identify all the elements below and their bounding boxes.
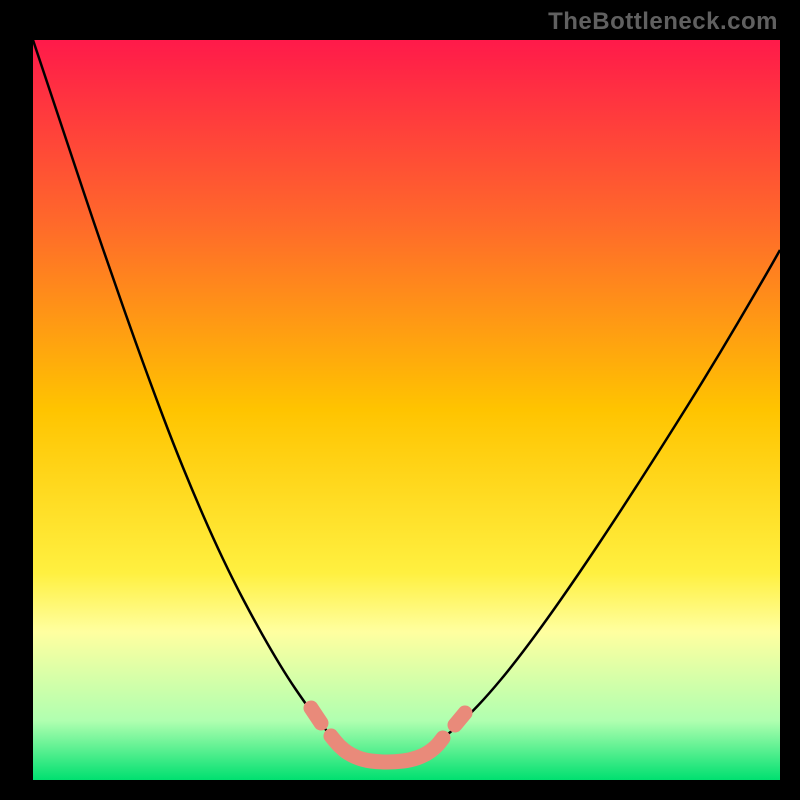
plot-area (33, 40, 780, 780)
curve-right-tab (455, 713, 465, 725)
curve-left-tab (311, 708, 321, 723)
chart-frame: TheBottleneck.com (0, 0, 800, 800)
curve-left-curve (33, 40, 333, 738)
curve-right-curve (443, 250, 780, 738)
watermark-text: TheBottleneck.com (548, 8, 778, 36)
curves-svg (33, 40, 780, 780)
curve-bottom-segment (331, 736, 443, 762)
